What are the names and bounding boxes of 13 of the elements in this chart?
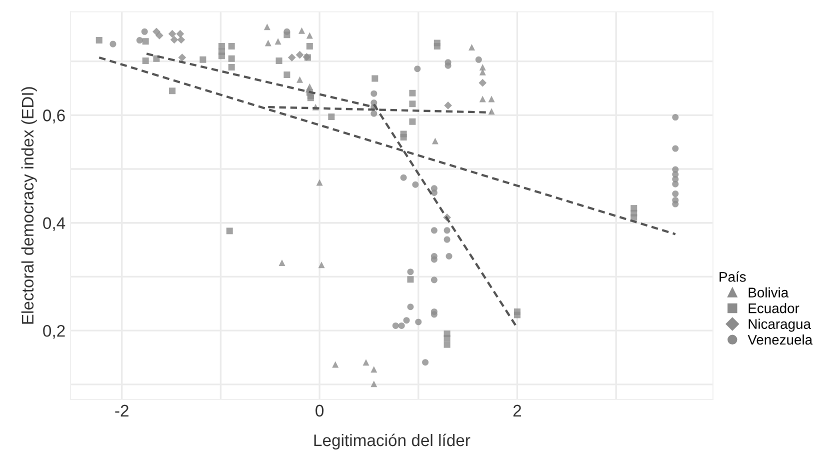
y-axis-title: Electoral democracy index (EDI) [21,87,37,324]
legend-title: País [720,271,746,282]
x-axis-title: Legitimación del líder [314,434,470,450]
legend-label: Bolivia [748,287,789,298]
x-tick-label: 0 [316,404,324,417]
legend-label: Nicaragua [748,318,811,332]
x-tick-label: 2 [513,404,522,416]
legend-label: Ecuador [748,303,800,314]
y-tick-label: 0,6 [43,110,65,124]
y-tick-label: 0,2 [43,324,65,339]
x-tick-label: -2 [115,404,128,416]
y-tick-label: 0,4 [43,217,66,232]
legend-label: Venezuela [748,334,813,345]
